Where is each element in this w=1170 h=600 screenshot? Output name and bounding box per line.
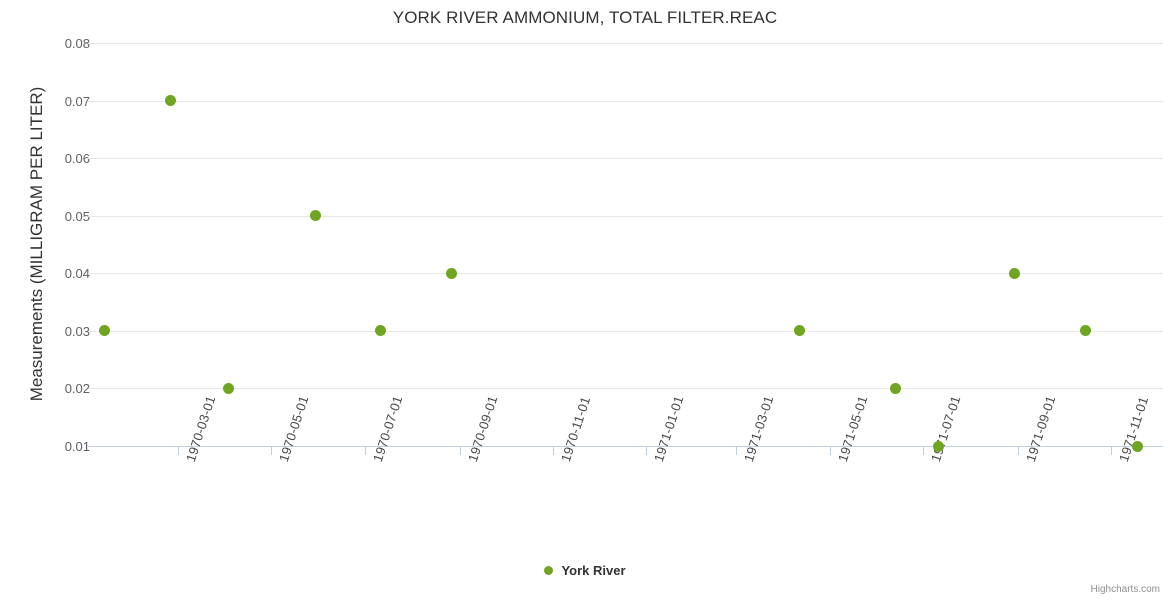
gridline xyxy=(88,273,1163,275)
x-axis-tick-label: 1971-11-01 xyxy=(1116,394,1152,464)
plot-area: 1970-03-01 1970-05-01 1970-07-01 1970-09-01… xyxy=(88,43,1163,464)
x-axis-tick xyxy=(1017,446,1019,455)
data-point[interactable] xyxy=(794,326,804,336)
x-axis-tick xyxy=(1111,446,1112,455)
y-axis-tick-label: 0.04 xyxy=(64,266,90,282)
data-point[interactable] xyxy=(375,326,385,336)
x-axis-tick xyxy=(922,446,924,455)
data-point[interactable] xyxy=(1080,326,1090,336)
x-axis-tick xyxy=(736,446,738,455)
x-axis-tick-label: 1970-11-01 xyxy=(557,394,593,464)
x-axis-tick-label: 1970-07-01 xyxy=(369,393,406,464)
gridline xyxy=(88,100,1163,102)
data-point[interactable] xyxy=(100,326,110,336)
y-axis-tick-label: 0.05 xyxy=(64,208,90,224)
y-axis-tick-label: 0.01 xyxy=(64,439,90,454)
gridline xyxy=(88,215,1163,217)
data-point[interactable] xyxy=(224,383,234,393)
x-axis-tick-label: 1971-09-01 xyxy=(1022,393,1059,464)
data-point[interactable] xyxy=(890,383,900,393)
gridline xyxy=(88,43,1163,44)
x-axis-tick-label: 1970-05-01 xyxy=(276,393,312,464)
data-point[interactable] xyxy=(1132,441,1142,451)
legend-marker-icon xyxy=(544,566,554,575)
x-axis-tick xyxy=(178,446,180,455)
x-axis-tick-label: 1971-03-01 xyxy=(741,393,777,464)
x-axis-tick-label: 1971-05-01 xyxy=(834,393,871,464)
chart-legend: York River xyxy=(0,563,1170,578)
legend-item-york-river[interactable]: York River xyxy=(544,563,626,578)
y-axis-tick-label: 0.08 xyxy=(64,36,90,51)
chart-title: YORK RIVER AMMONIUM, TOTAL FILTER.REAC xyxy=(392,8,778,27)
x-axis-tick xyxy=(646,446,648,455)
gridline xyxy=(88,158,1163,160)
x-axis-tick xyxy=(459,446,461,455)
y-axis-tick-label: 0.03 xyxy=(64,323,90,339)
gridline xyxy=(88,388,1163,390)
x-axis-tick xyxy=(552,446,554,455)
x-axis-tick-label: 1971-07-01 xyxy=(927,393,964,464)
highcharts-credit[interactable]: Highcharts.com xyxy=(1090,584,1160,595)
data-point[interactable] xyxy=(447,268,457,278)
x-axis-tick xyxy=(829,446,831,455)
data-point[interactable] xyxy=(166,96,176,106)
x-axis-tick xyxy=(271,446,273,455)
x-axis-tick-label: 1971-01-01 xyxy=(651,393,687,464)
legend-label: York River xyxy=(561,563,626,578)
data-point[interactable] xyxy=(1010,268,1020,278)
y-axis-tick-label: 0.02 xyxy=(64,381,90,397)
gridline xyxy=(88,330,1163,332)
x-axis-tick-label: 1970-09-01 xyxy=(464,393,501,464)
data-point[interactable] xyxy=(933,441,943,451)
y-axis-tick-label: 0.06 xyxy=(64,151,90,167)
x-axis-tick xyxy=(364,446,366,455)
data-point[interactable] xyxy=(311,211,321,221)
x-axis-line xyxy=(88,446,1163,447)
x-axis-tick-label: 1970-03-01 xyxy=(183,393,219,464)
y-axis-tick-label: 0.07 xyxy=(64,93,90,109)
